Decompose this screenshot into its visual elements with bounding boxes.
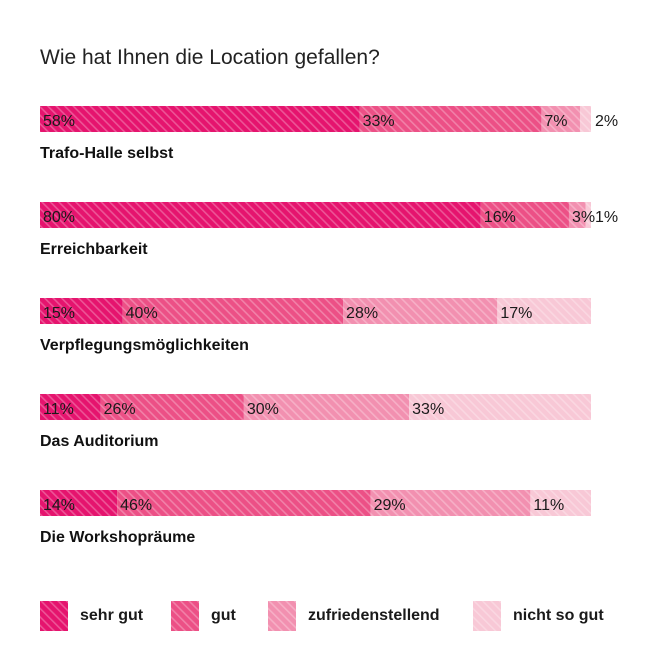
bar-group: 80% 16% 3% 1% Erreichbarkeit [40,202,618,258]
data-label: 33% [412,401,444,418]
data-label: 2% [595,113,618,130]
bar-segment [40,394,101,420]
bar-segment [579,106,591,132]
data-label: 26% [104,401,136,418]
bar-segment [530,490,591,516]
bar-segment [343,298,498,324]
data-label: 80% [43,209,75,226]
bar-segment [117,490,371,516]
category-label: Verpflegungsmöglichkeiten [40,337,249,354]
legend-item: gut [171,601,236,631]
data-label: 14% [43,497,75,514]
legend: sehr gut gut zufriedenstellend nicht so gut [40,601,630,635]
data-label: 28% [346,305,378,322]
bars-layer: 58% 33% 7% 2% Trafo-Halle selbst 80% 16% 3% 1% Er… [40,106,618,546]
bar-segment [370,490,531,516]
data-label: 11% [43,401,74,418]
legend-swatch [171,601,199,631]
bar-group: 15% 40% 28% 17% Verpflegungsmöglichkeiten [40,298,591,354]
category-label: Das Auditorium [40,433,159,450]
category-label: Die Workshopräume [40,529,195,546]
data-label: 3% [572,209,595,226]
bar-segment [122,298,344,324]
bar-segment [409,394,591,420]
bar-segment [100,394,244,420]
legend-label: sehr gut [80,607,144,624]
bar-segment [541,106,580,132]
legend-item: zufriedenstellend [268,601,440,631]
bar-group: 11% 26% 30% 33% Das Auditorium [40,394,591,450]
category-label: Erreichbarkeit [40,241,148,258]
bar-group: 58% 33% 7% 2% Trafo-Halle selbst [40,106,618,162]
data-label: 17% [500,305,532,322]
legend-swatch [40,601,68,631]
bar-segment [497,298,591,324]
bar-segment [585,202,591,228]
category-label: Trafo-Halle selbst [40,145,174,162]
data-label: 58% [43,113,75,130]
bar-segment [40,490,118,516]
chart-title: Wie hat Ihnen die Location gefallen? [40,46,380,69]
legend-label: gut [211,607,236,624]
bar-segment [243,394,410,420]
bar-segment [40,298,123,324]
bar-segment [40,106,360,132]
bar-segment [359,106,542,132]
data-label: 11% [533,497,564,514]
data-label: 29% [374,497,406,514]
data-label: 15% [43,305,75,322]
legend-item: nicht so gut [473,601,604,631]
bar-segment [568,202,586,228]
legend-swatch [268,601,296,631]
data-label: 1% [595,209,618,226]
legend-label: zufriedenstellend [308,607,440,624]
bar-group: 14% 46% 29% 11% Die Workshopräume [40,490,591,546]
bar-segment [480,202,569,228]
legend-label: nicht so gut [513,607,604,624]
data-label: 40% [126,305,158,322]
bar-segment [40,202,481,228]
legend-swatch [473,601,501,631]
data-label: 30% [247,401,279,418]
legend-item: sehr gut [40,601,143,631]
data-label: 46% [120,497,152,514]
data-label: 7% [544,113,567,130]
data-label: 33% [363,113,395,130]
data-label: 16% [484,209,516,226]
